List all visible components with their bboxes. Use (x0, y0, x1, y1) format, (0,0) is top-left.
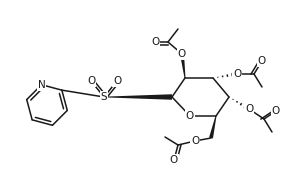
Polygon shape (108, 94, 172, 100)
Text: O: O (191, 136, 199, 146)
Text: O: O (151, 37, 159, 47)
Text: O: O (272, 106, 280, 116)
Text: O: O (113, 76, 121, 86)
Text: S: S (101, 92, 107, 102)
Text: O: O (258, 56, 266, 66)
Text: O: O (186, 111, 194, 121)
Text: O: O (170, 155, 178, 165)
Text: N: N (38, 80, 45, 90)
Polygon shape (180, 54, 185, 78)
Text: O: O (178, 49, 186, 59)
Text: O: O (233, 69, 241, 79)
Text: O: O (87, 76, 95, 86)
Text: O: O (245, 104, 253, 114)
Polygon shape (209, 116, 216, 138)
